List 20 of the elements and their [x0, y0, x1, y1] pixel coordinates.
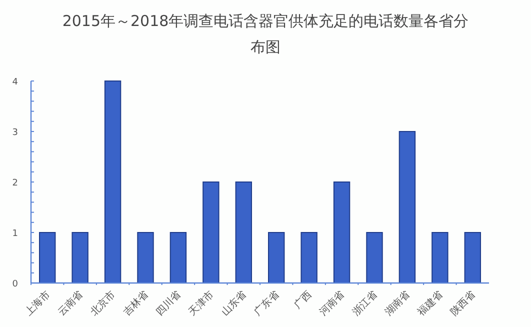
chart-title: 2015年～2018年调查电话含器官供体充足的电话数量各省分布图 [61, 11, 470, 58]
x-tick-label: 山东省 [219, 288, 249, 318]
y-tick-label: 3 [12, 128, 18, 138]
y-tick-label: 2 [12, 178, 18, 188]
x-tick-label: 河南省 [317, 288, 347, 318]
x-tick-label: 陕西省 [448, 288, 478, 318]
x-tick-label: 云南省 [55, 288, 86, 318]
x-tick-label: 福建省 [415, 288, 446, 318]
x-tick-label: 北京市 [88, 288, 118, 318]
x-tick-label: 浙江省 [350, 288, 380, 318]
x-tick-label: 吉林省 [120, 288, 151, 318]
x-tick-label: 四川省 [154, 288, 184, 318]
x-tick-label: 湖南省 [382, 288, 412, 318]
y-tick-label: 1 [12, 229, 18, 239]
x-tick-label: 广西 [292, 288, 314, 312]
y-tick-label: 0 [12, 280, 18, 290]
x-tick-label: 天津市 [186, 288, 216, 318]
x-tick-label: 上海市 [22, 288, 52, 318]
y-tick-label: 4 [12, 78, 18, 88]
x-tick-label: 广东省 [252, 288, 282, 318]
